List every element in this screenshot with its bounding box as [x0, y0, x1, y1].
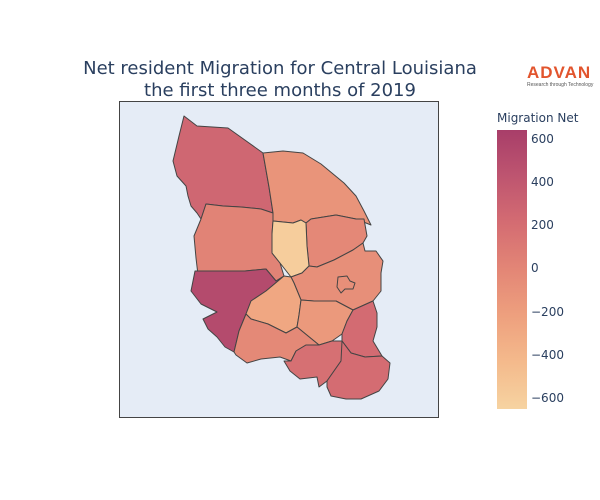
colorbar-tick-label: 600: [531, 131, 554, 146]
advan-logo: ADVAN Research through Technology: [527, 64, 597, 89]
colorbar-tick-label: −400: [531, 347, 564, 362]
parish-north-center[interactable]: [262, 150, 372, 226]
colorbar-gradient: [497, 130, 527, 409]
choropleth-map: [172, 115, 391, 400]
parish-south-far[interactable]: [326, 340, 391, 400]
colorbar-tick-label: 0: [531, 261, 539, 276]
colorbar-tick-label: 400: [531, 174, 554, 189]
parish-west[interactable]: [193, 203, 285, 282]
map-frame: [119, 101, 439, 418]
parish-city-pocket[interactable]: [336, 275, 356, 294]
colorbar-tick-label: −600: [531, 391, 564, 406]
colorbar-tick-label: 200: [531, 218, 554, 233]
parish-northwest[interactable]: [172, 115, 274, 220]
colorbar-title: Migration Net: [497, 111, 579, 125]
chart-title: Net resident Migration for Central Louis…: [0, 58, 560, 102]
chart-title-line-2: the first three months of 2019: [144, 80, 416, 101]
logo-wordmark: ADVAN: [527, 63, 592, 82]
colorbar-tick-label: −200: [531, 304, 564, 319]
logo-tagline: Research through Technology: [527, 82, 594, 88]
chart-title-line-1: Net resident Migration for Central Louis…: [83, 58, 477, 79]
colorbar: [497, 130, 527, 409]
